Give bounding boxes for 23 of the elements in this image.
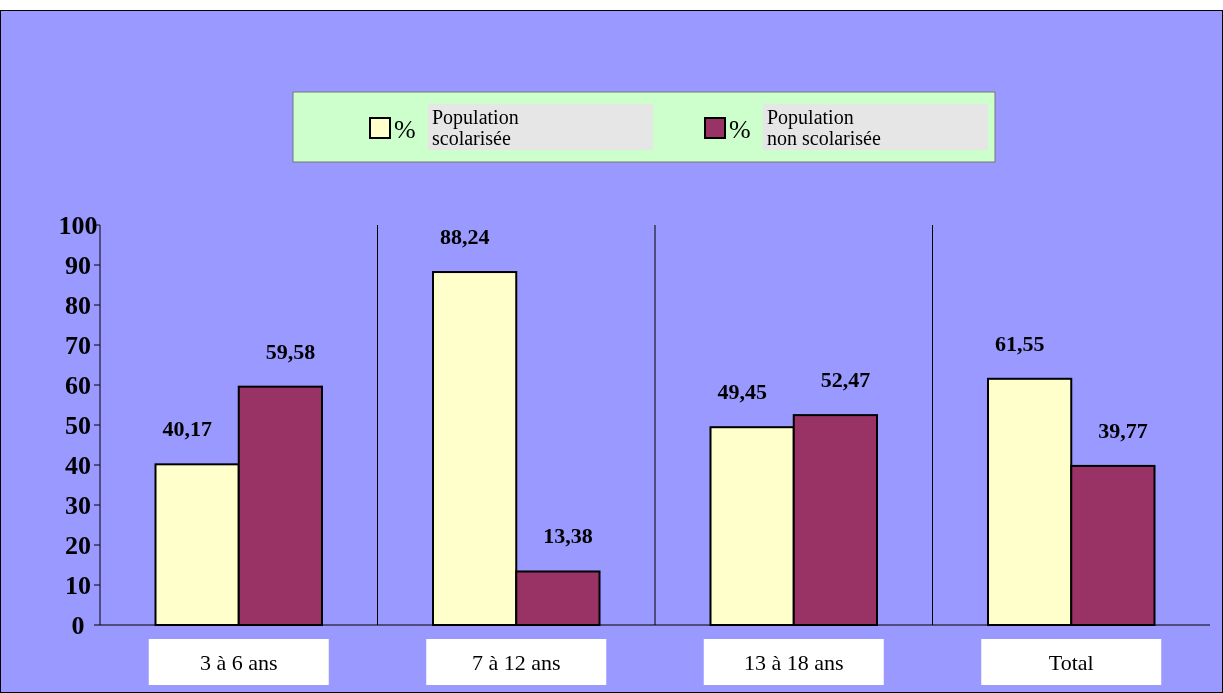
- data-label: 61,55: [994, 330, 1045, 356]
- y-tick-label: 80: [65, 291, 91, 321]
- y-tick-label: 10: [65, 571, 91, 601]
- x-tick-label: 7 à 12 ans: [471, 649, 561, 675]
- y-tick-label: 0: [71, 611, 85, 641]
- data-label: 52,47: [820, 367, 871, 393]
- y-tick-label: 60: [65, 371, 91, 401]
- y-tick-label: 90: [65, 251, 91, 281]
- data-label: 13,38: [543, 523, 593, 549]
- data-label: 39,77: [1098, 417, 1148, 443]
- y-tick-label: 70: [65, 331, 91, 361]
- y-tick-label: 30: [65, 491, 91, 521]
- y-tick-label: 20: [65, 531, 91, 561]
- data-label: 88,24: [439, 224, 490, 250]
- x-tick-label: Total: [1048, 649, 1094, 675]
- data-label: 59,58: [265, 338, 316, 364]
- data-label: 40,17: [162, 416, 212, 442]
- y-tick-label: 100: [58, 211, 98, 241]
- x-tick-label: 3 à 6 ans: [199, 649, 278, 675]
- y-tick-label: 40: [65, 451, 91, 481]
- data-label: 49,45: [717, 379, 767, 405]
- y-tick-label: 50: [65, 411, 91, 441]
- x-tick-label: 13 à 18 ans: [743, 649, 844, 675]
